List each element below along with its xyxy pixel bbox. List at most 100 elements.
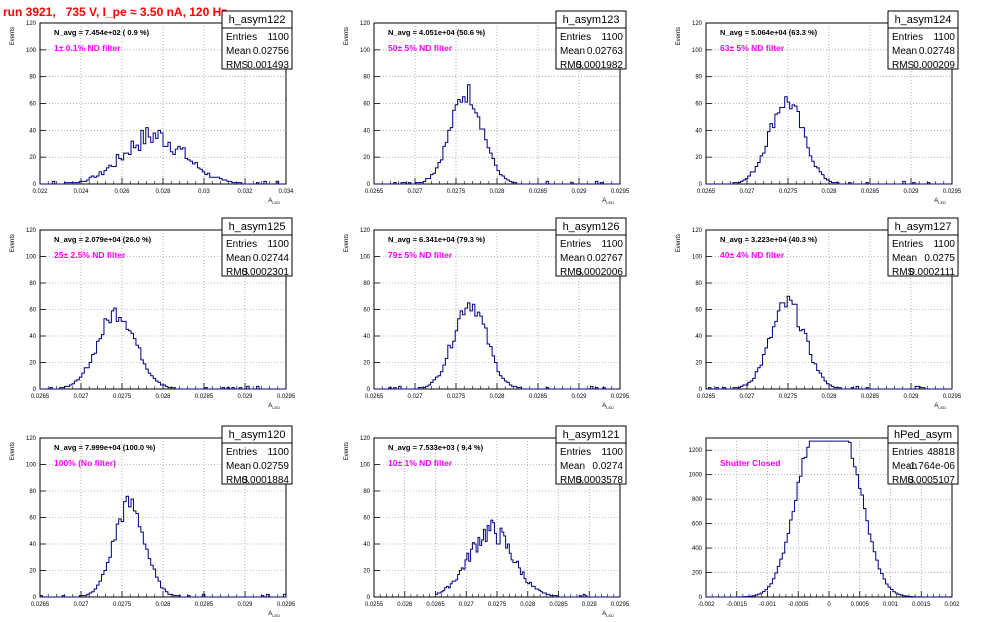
x-tick-label: 0.0295 [943,394,962,400]
x-tick-label: 0.024 [73,189,89,195]
stats-label-mean: Mean [226,253,251,264]
y-tick-label: 0 [367,595,371,601]
filter-annotation: 50± 5% ND filter [388,43,453,53]
x-tick-label: 0.0265 [365,394,384,400]
stats-label-rms: RMS [226,60,249,71]
y-axis-title: Events [676,234,682,252]
y-tick-label: 20 [29,155,36,161]
x-axis-title: ALED [268,611,280,618]
stats-value-mean: 0.0275 [924,253,955,264]
x-tick-label: 0.026 [397,602,413,608]
y-tick-label: 80 [695,75,702,81]
y-tick-label: 120 [692,228,703,234]
x-tick-label: 0.029 [237,602,253,608]
x-tick-label: 0.0295 [943,189,962,195]
x-tick-label: 0.027 [73,602,89,608]
y-tick-label: 60 [29,308,36,314]
histogram-line [706,96,952,185]
stats-label-mean: Mean [226,46,251,57]
stats-value-entries: 1100 [601,239,623,250]
stats-box [221,10,293,70]
stats-value-rms: 0.0005107 [908,475,956,486]
x-tick-label: 0.0265 [365,189,384,195]
y-tick-label: 120 [360,436,371,442]
y-tick-label: 60 [363,516,370,522]
y-tick-label: 120 [26,21,37,27]
stats-box-title: h_asym120 [229,429,286,441]
x-tick-label: 0.0275 [779,394,798,400]
stats-box-title: hPed_asym [894,429,952,441]
stats-value-entries: 1100 [933,32,955,43]
y-tick-label: 20 [363,155,370,161]
filter-annotation: 25± 2.5% ND filter [54,250,126,260]
y-tick-label: 40 [695,128,702,134]
stats-label-rms: RMS [560,475,583,486]
histogram-panel-h_asym120: 0.0265 0.027 0.0275 0.028 0.0285 0.029 0.0295 0… [10,425,296,618]
x-tick-label: 0.029 [903,189,919,195]
x-tick-label: -0.0005 [788,602,809,608]
x-axis-title: ALED [934,198,946,205]
y-tick-label: 100 [692,255,703,261]
x-axis-title: ALED [602,198,614,205]
y-tick-label: 60 [363,308,370,314]
x-tick-label: 0.028 [155,189,171,195]
y-tick-label: 1000 [689,473,703,479]
y-tick-label: 0 [33,595,37,601]
x-tick-label: 0.0005 [851,602,870,608]
stats-label-rms: RMS [226,267,249,278]
navg-annotation: N_avg = 7.533e+03 ( 9.4 %) [388,443,484,452]
stats-label-entries: Entries [226,239,257,250]
x-tick-label: 0.0275 [447,394,466,400]
histogram-panel-h_asym127: 0.0265 0.027 0.0275 0.028 0.0285 0.029 0.0295 0… [676,217,962,410]
y-tick-label: 20 [363,569,370,575]
x-axis-title: ALED [268,198,280,205]
x-tick-label: 0.029 [582,602,598,608]
stats-box [221,425,293,485]
stats-value-entries: 1100 [267,239,289,250]
histogram-panel-h_asym121: 0.0255 0.026 0.0265 0.027 0.0275 0.028 0.0285 0… [344,425,630,618]
histogram-line [374,302,620,390]
stats-label-mean: Mean [560,253,585,264]
stats-label-mean: Mean [892,461,917,472]
stats-label-rms: RMS [892,60,915,71]
navg-annotation: N_avg = 7.999e+04 (100.0 %) [54,443,156,452]
stats-value-entries: 48818 [927,447,955,458]
x-tick-label: 0 [827,602,831,608]
y-tick-label: 60 [29,516,36,522]
x-tick-label: 0.027 [407,394,423,400]
x-tick-label: 0.0285 [861,189,880,195]
stats-box-title: h_asym124 [895,14,952,26]
y-tick-label: 80 [695,281,702,287]
stats-label-entries: Entries [560,447,591,458]
y-tick-label: 20 [29,361,36,367]
y-tick-label: 40 [363,542,370,548]
y-axis-title: Events [676,27,682,45]
y-tick-label: 0 [699,182,703,188]
y-tick-label: 20 [29,569,36,575]
x-tick-label: 0.0285 [195,602,214,608]
stats-label-rms: RMS [560,60,583,71]
x-tick-label: 0.027 [739,394,755,400]
x-tick-label: 0.0295 [611,189,630,195]
x-tick-label: 0.029 [571,189,587,195]
stats-label-entries: Entries [226,447,257,458]
x-tick-label: 0.0265 [31,394,50,400]
stats-label-entries: Entries [226,32,257,43]
y-tick-label: 0 [33,182,37,188]
y-tick-label: 60 [29,102,36,108]
x-tick-label: 0.0275 [113,602,132,608]
x-tick-label: 0.0285 [529,394,548,400]
y-tick-label: 1200 [689,448,703,454]
stats-value-mean: 0.02756 [253,46,290,57]
filter-annotation: Shutter Closed [720,458,780,468]
stats-value-rms: 0.0002301 [242,267,290,278]
x-tick-label: 0.028 [155,394,171,400]
y-tick-label: 120 [360,228,371,234]
stats-label-entries: Entries [892,239,923,250]
stats-label-mean: Mean [892,46,917,57]
y-tick-label: 100 [26,48,37,54]
y-axis-title: Events [10,27,16,45]
histogram-panel-h_asym125: 0.0265 0.027 0.0275 0.028 0.0285 0.029 0.0295 0… [10,217,296,410]
x-tick-label: 0.029 [571,394,587,400]
